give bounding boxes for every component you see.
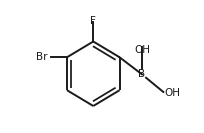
Text: Br: Br bbox=[35, 52, 47, 62]
Text: B: B bbox=[138, 69, 145, 79]
Text: F: F bbox=[90, 16, 96, 26]
Text: OH: OH bbox=[133, 45, 149, 55]
Text: OH: OH bbox=[164, 88, 180, 98]
